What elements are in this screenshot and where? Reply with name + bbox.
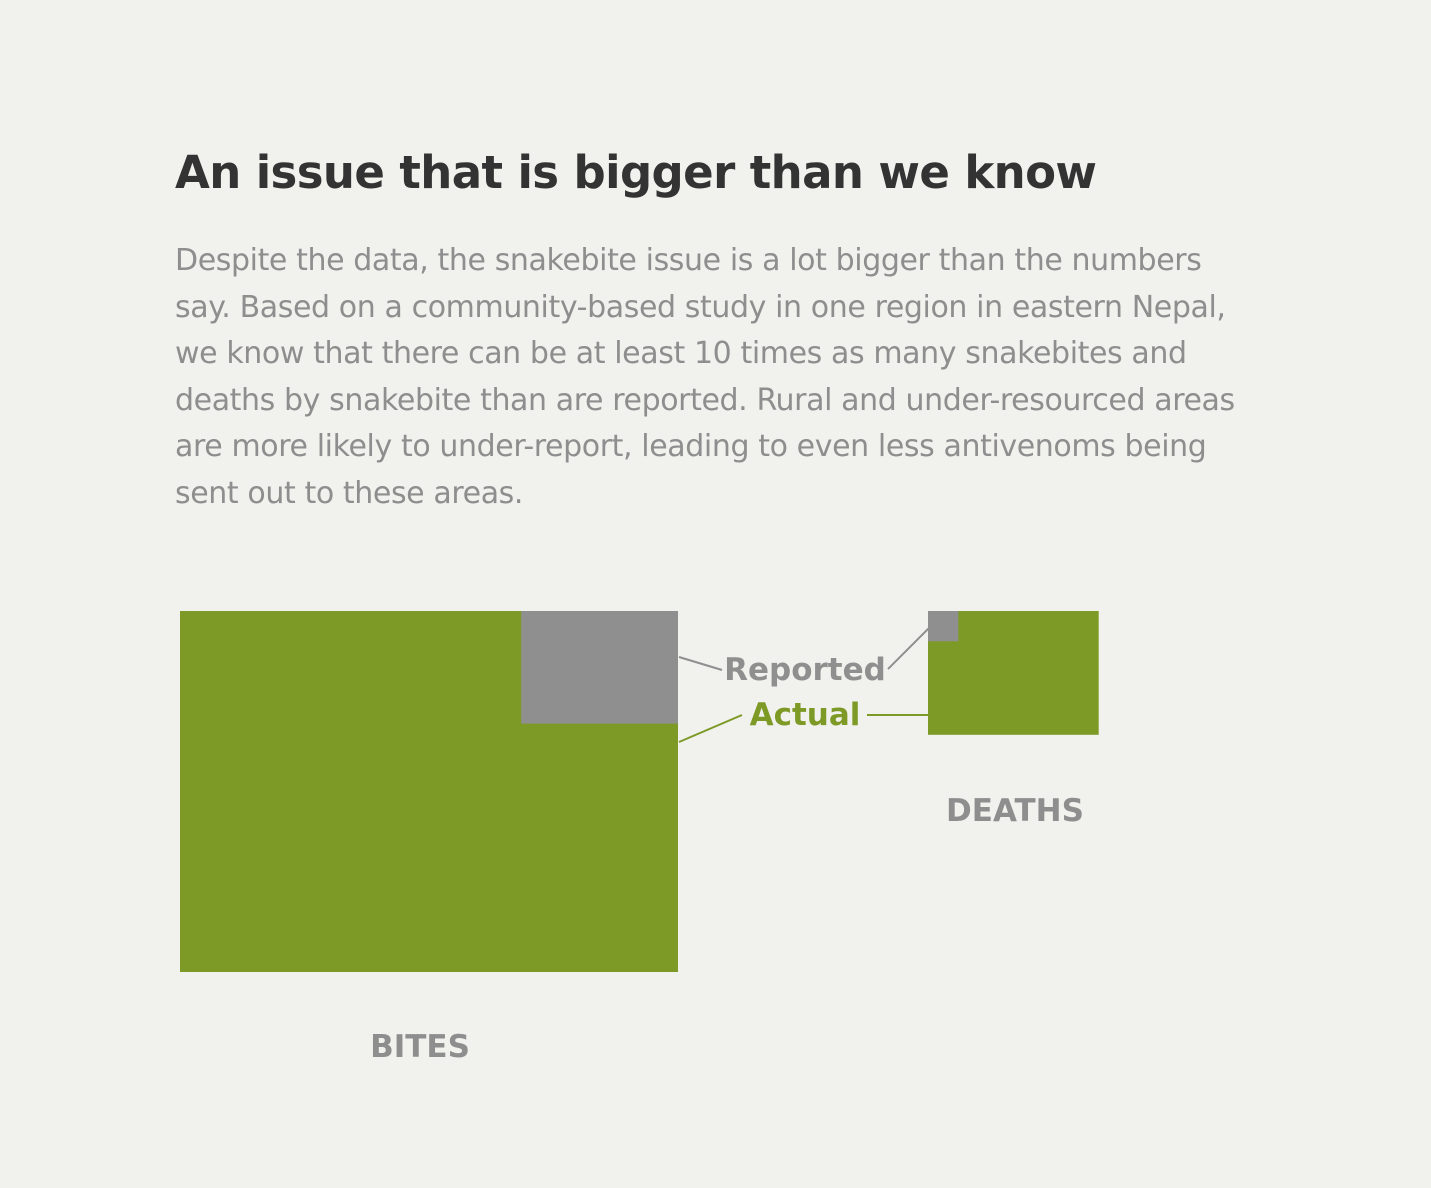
legend-actual-label: Actual [750,697,861,733]
actual-leader-line-bites [678,714,743,743]
bites-label: BITES [370,1029,470,1065]
deaths-reported-area [928,611,959,642]
reported-leader-line-bites [678,656,723,671]
bites-reported-area [521,611,678,724]
reported-leader-line-deaths [887,626,931,670]
intro-paragraph: Despite the data, the snakebite issue is… [175,243,1235,511]
page-title: An issue that is bigger than we know [175,146,1097,199]
deaths-panel: DEATHS [928,611,1099,829]
deaths-label: DEATHS [946,793,1084,829]
legend: Reported Actual [678,626,931,743]
legend-reported-label: Reported [724,652,886,688]
bites-panel: BITES [180,611,678,1065]
